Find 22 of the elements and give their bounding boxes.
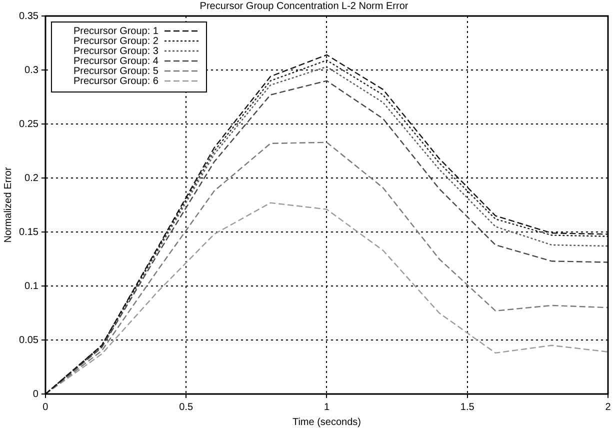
y-tick-label: 0.1 (24, 280, 39, 292)
x-tick-label: 2 (605, 402, 612, 413)
legend-label: Precursor Group: 6 (73, 76, 159, 87)
legend-label: Precursor Group: 3 (73, 46, 159, 57)
y-tick-label: 0.05 (18, 334, 39, 346)
x-tick-label: 0.5 (179, 402, 194, 413)
y-tick-label: 0.3 (24, 64, 39, 76)
y-tick-label: 0.35 (18, 10, 39, 22)
y-tick-label: 0.15 (18, 226, 39, 238)
chart-title: Precursor Group Concentration L-2 Norm Error (200, 0, 409, 12)
legend-label: Precursor Group: 5 (73, 66, 159, 77)
x-tick-label: 1.5 (460, 402, 475, 413)
x-tick-label: 0 (42, 402, 49, 413)
y-tick-label: 0.25 (18, 118, 39, 130)
y-tick-label: 0.2 (24, 172, 39, 184)
legend-label: Precursor Group: 2 (73, 36, 159, 47)
legend-label: Precursor Group: 1 (73, 26, 159, 37)
y-axis-title: Normalized Error (2, 166, 14, 243)
x-tick-label: 1 (324, 402, 330, 413)
legend-label: Precursor Group: 4 (73, 56, 159, 67)
y-tick-label: 0 (32, 388, 39, 400)
x-axis-title: Time (seconds) (292, 416, 362, 428)
